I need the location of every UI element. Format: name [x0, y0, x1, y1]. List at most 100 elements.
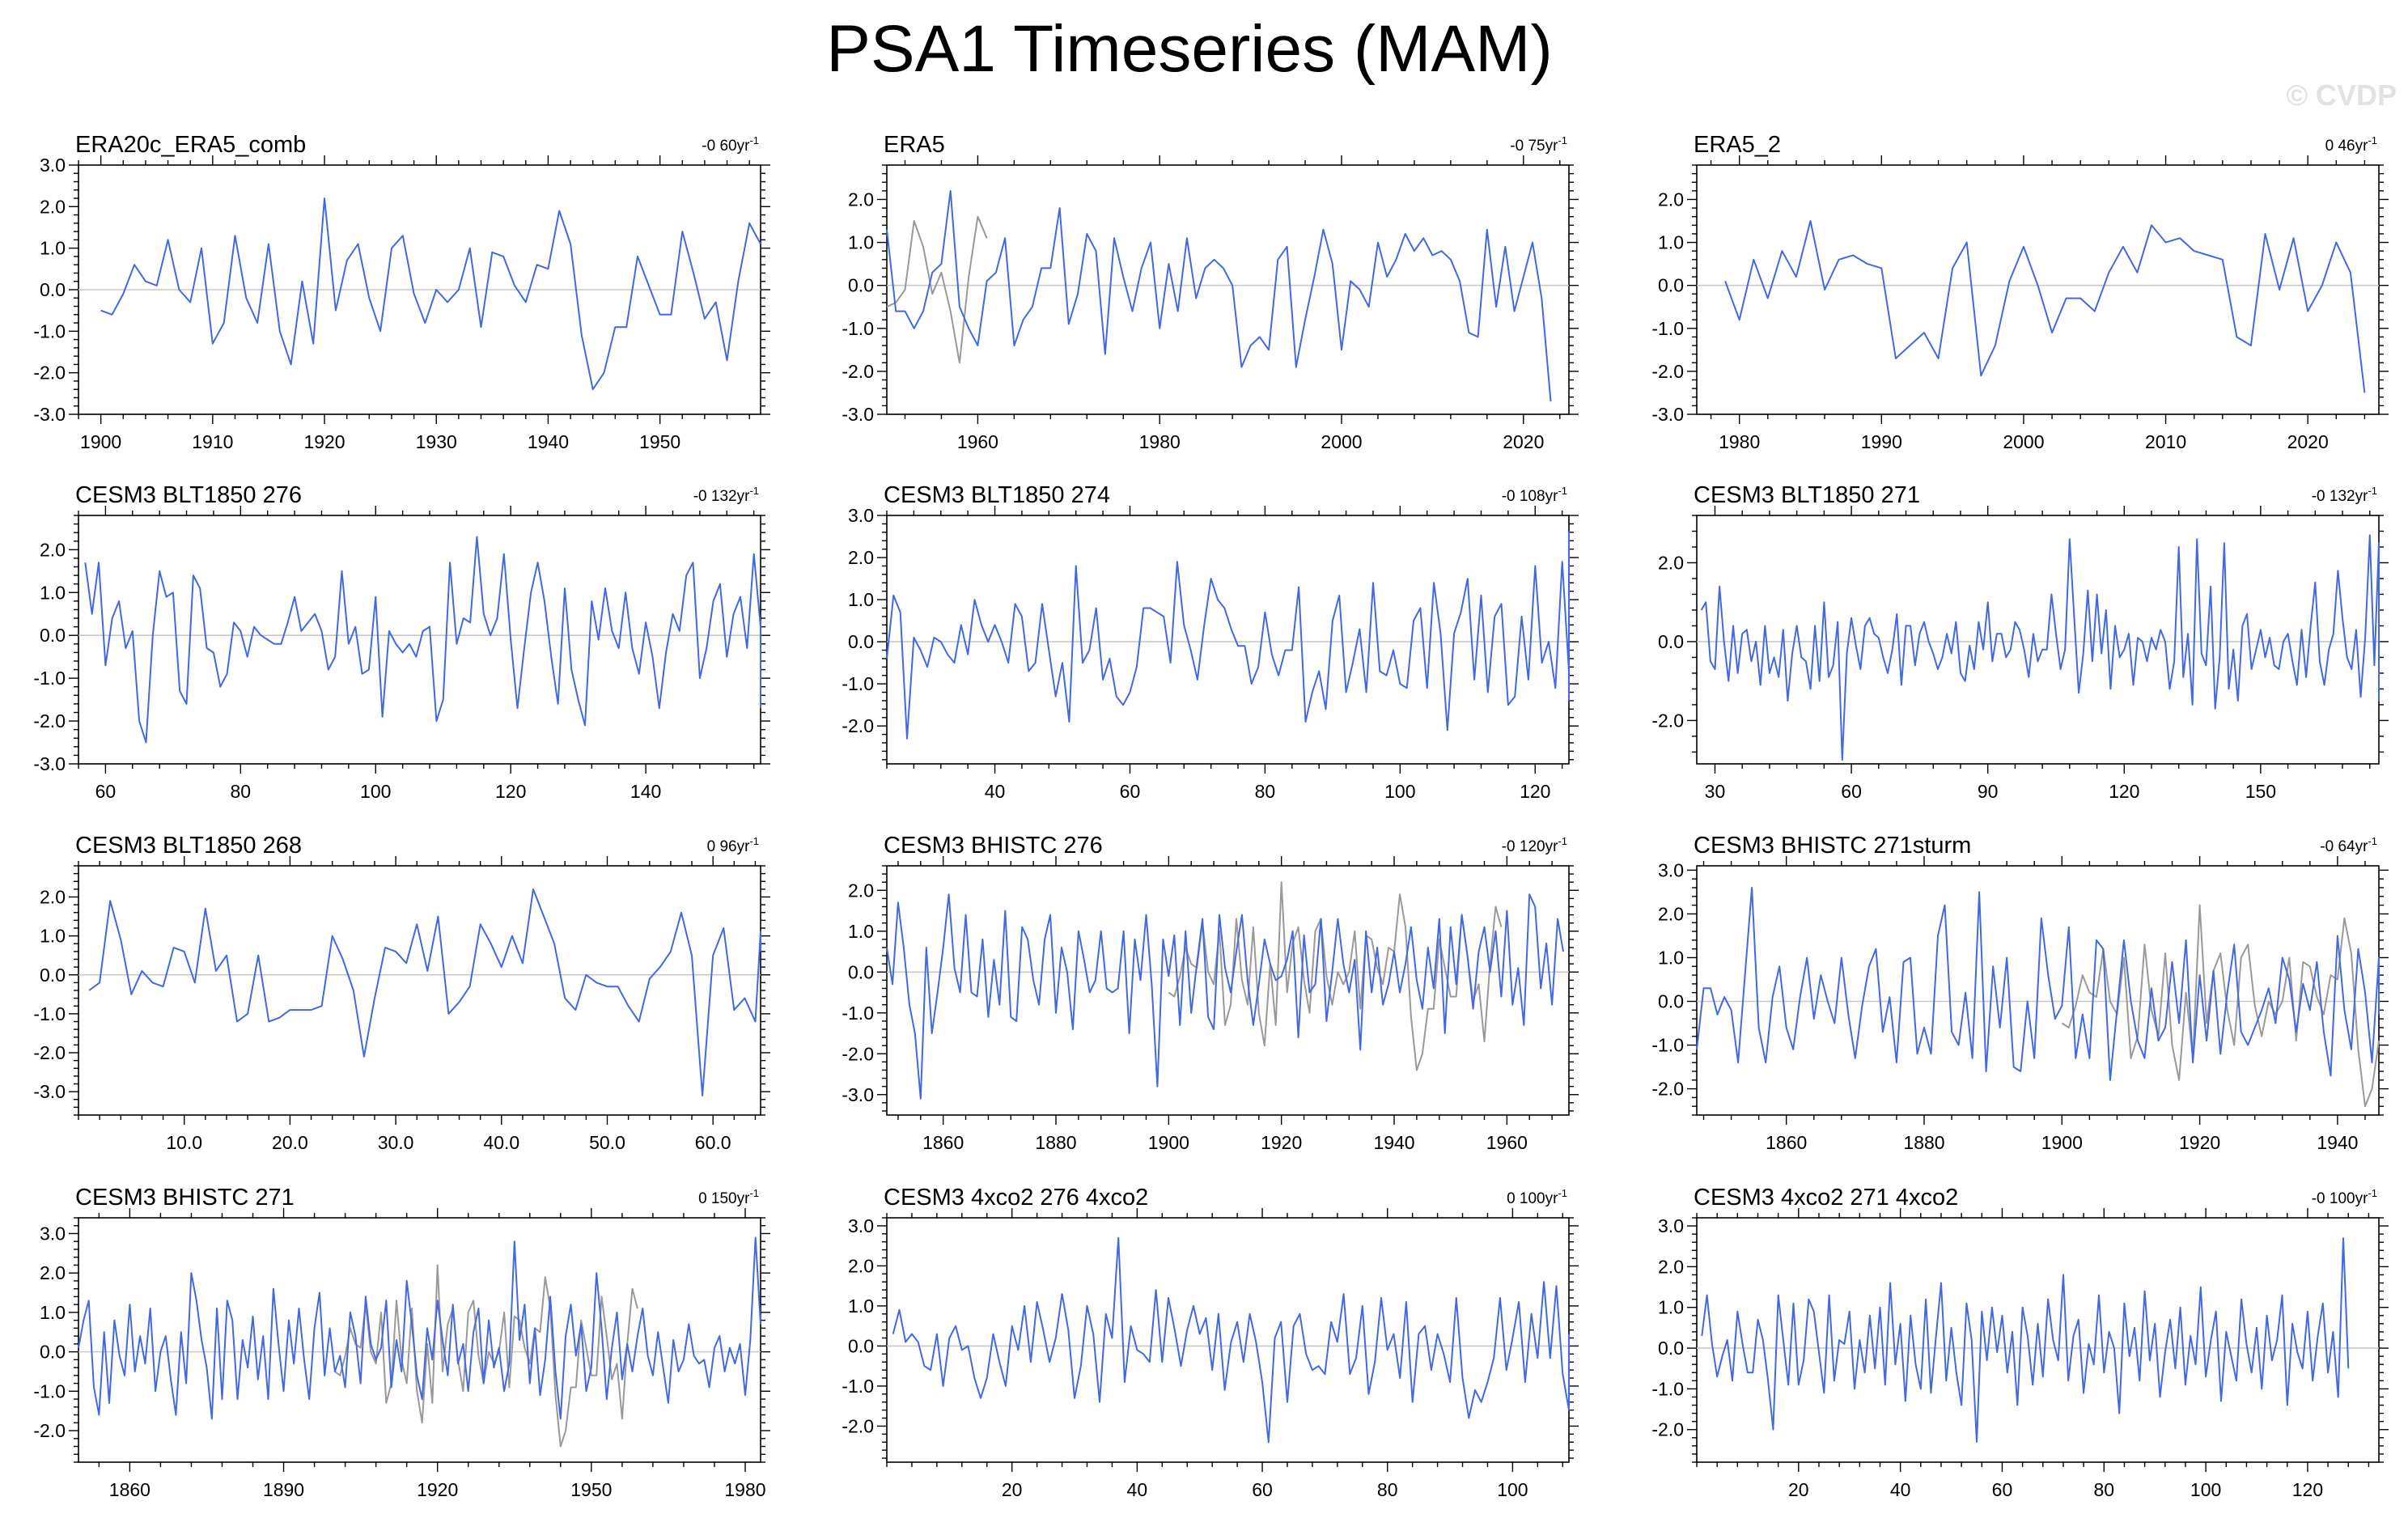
y-tick-label: -2.0: [842, 361, 874, 382]
x-tick-label: 1910: [192, 431, 233, 452]
panel-title: CESM3 BLT1850 268: [75, 833, 302, 859]
trend-exponent: -1: [2368, 835, 2377, 847]
panel-trend: -0 132yr-1: [2312, 485, 2377, 505]
panel-title: CESM3 BLT1850 276: [75, 482, 302, 508]
panel-title: CESM3 BHISTC 271: [75, 1185, 295, 1211]
plot-frame: [886, 164, 1570, 415]
x-tick-label: 1920: [417, 1479, 458, 1500]
y-tick-label: 3.0: [848, 1215, 874, 1236]
y-tick-label: 1.0: [40, 1302, 66, 1323]
y-tick-label: -1.0: [1651, 1035, 1684, 1056]
x-tick-label: 1920: [1261, 1132, 1302, 1153]
y-tick-label: 2.0: [1658, 552, 1684, 573]
psa1-series-line: [1701, 1237, 2350, 1443]
y-tick-label: 2.0: [40, 196, 66, 217]
x-tick-label: 30.0: [378, 1132, 414, 1153]
y-tick-label: -1.0: [842, 1003, 874, 1024]
y-tick-label: -3.0: [33, 1081, 66, 1102]
panel-9: CESM3 BHISTC 271sturm -0 64yr-1 1860 1880 19…: [1651, 833, 2389, 1153]
psa1-series-line: [100, 197, 761, 391]
x-tick-label: 40.0: [483, 1132, 519, 1153]
x-tick-label: 120: [495, 781, 526, 802]
trend-exponent: -1: [749, 134, 759, 146]
x-tick-label: 60.0: [695, 1132, 731, 1153]
y-tick-label: -2.0: [842, 1043, 874, 1064]
x-tick-label: 1980: [724, 1479, 765, 1500]
y-tick-label: 0.0: [848, 961, 874, 982]
plot-frame: [1696, 164, 2380, 415]
y-tick-label: 0.0: [1658, 991, 1684, 1012]
x-tick-label: 20: [1788, 1479, 1809, 1500]
x-tick-label: 140: [630, 781, 661, 802]
panel-3: ERA5_2 0 46yr-1 1980 1990 2000 2010 2020 -3.0 -2…: [1651, 132, 2389, 452]
panel-trend: 0 150yr-1: [698, 1187, 759, 1207]
x-tick-label: 60: [95, 781, 117, 802]
trend-value: -0 60yr: [702, 138, 750, 155]
x-tick-label: 40: [1127, 1479, 1148, 1500]
panel-2: ERA5 -0 75yr-1 1960 1980 2000 2020 -3.0 -2.0 -1.…: [842, 132, 1579, 452]
y-tick-label: 3.0: [1658, 859, 1684, 880]
trend-exponent: -1: [1558, 835, 1567, 847]
y-tick-label: 2.0: [848, 189, 874, 210]
y-tick-label: -3.0: [842, 404, 874, 425]
trend-value: -0 132yr: [693, 488, 750, 505]
x-tick-label: 2000: [1321, 431, 1362, 452]
panel-title: CESM3 BLT1850 271: [1694, 482, 1920, 508]
plot-frame: [78, 1217, 761, 1463]
x-tick-label: 10.0: [166, 1132, 202, 1153]
panel-title: CESM3 BLT1850 274: [884, 482, 1110, 508]
trend-exponent: -1: [2368, 485, 2377, 497]
trend-value: 0 96yr: [707, 838, 750, 855]
x-tick-label: 1890: [263, 1479, 304, 1500]
psa1-series-line: [78, 1236, 761, 1420]
y-tick-label: 0.0: [40, 1342, 66, 1363]
y-tick-label: -1.0: [33, 1003, 66, 1024]
x-tick-label: 150: [2245, 781, 2276, 802]
y-tick-label: 0.0: [40, 279, 66, 300]
y-tick-label: 0.0: [40, 965, 66, 986]
y-tick-label: 0.0: [40, 625, 66, 646]
x-tick-label: 80: [1377, 1479, 1398, 1500]
panel-4: CESM3 BLT1850 276 -0 132yr-1 60 80 100 120 140…: [33, 482, 770, 802]
y-tick-label: 0.0: [1658, 1338, 1684, 1359]
panel-title: CESM3 4xco2 271 4xco2: [1694, 1185, 1958, 1211]
x-tick-label: 2020: [1503, 431, 1544, 452]
y-tick-label: -2.0: [33, 1420, 66, 1441]
y-tick-label: 1.0: [40, 582, 66, 603]
panel-10: CESM3 BHISTC 271 0 150yr-1 1860 1890 1920 195…: [33, 1185, 770, 1500]
y-tick-label: 1.0: [40, 926, 66, 947]
y-tick-label: -1.0: [842, 318, 874, 339]
y-tick-label: 3.0: [1658, 1215, 1684, 1236]
panel-title: CESM3 BHISTC 276: [884, 833, 1103, 859]
y-tick-label: 1.0: [1658, 947, 1684, 968]
y-tick-label: -2.0: [842, 1415, 874, 1436]
panel-5: CESM3 BLT1850 274 -0 108yr-1 40 60 80 100 120 -…: [842, 482, 1579, 802]
figure-title: PSA1 Timeseries (MAM): [826, 12, 1553, 86]
y-tick-label: -1.0: [1651, 1378, 1684, 1399]
panel-title: ERA5: [884, 132, 945, 158]
trend-value: 0 100yr: [1507, 1190, 1558, 1207]
x-tick-label: 1960: [957, 431, 998, 452]
y-tick-label: 2.0: [1658, 903, 1684, 924]
overlay-series-line: [1168, 881, 1503, 1071]
y-tick-label: 1.0: [40, 238, 66, 259]
y-tick-label: -2.0: [33, 363, 66, 384]
x-tick-label: 2000: [2003, 431, 2044, 452]
x-tick-label: 1860: [1766, 1132, 1807, 1153]
x-tick-label: 60: [1120, 781, 1141, 802]
x-tick-label: 60: [1841, 781, 1862, 802]
panel-7: CESM3 BLT1850 268 0 96yr-1 10.0 20.0 30.0 40.…: [33, 833, 770, 1153]
overlay-series-line: [334, 1264, 638, 1448]
trend-exponent: -1: [749, 485, 759, 497]
x-tick-label: 100: [360, 781, 391, 802]
x-tick-label: 60: [1992, 1479, 2013, 1500]
x-tick-label: 120: [1520, 781, 1550, 802]
y-tick-label: -1.0: [33, 668, 66, 689]
y-tick-label: -2.0: [842, 715, 874, 736]
panel-trend: -0 60yr-1: [702, 134, 759, 155]
trend-exponent: -1: [749, 1187, 759, 1199]
psa1-series-line: [886, 893, 1564, 1100]
y-tick-label: -1.0: [842, 1376, 874, 1397]
x-tick-label: 100: [2190, 1479, 2221, 1500]
